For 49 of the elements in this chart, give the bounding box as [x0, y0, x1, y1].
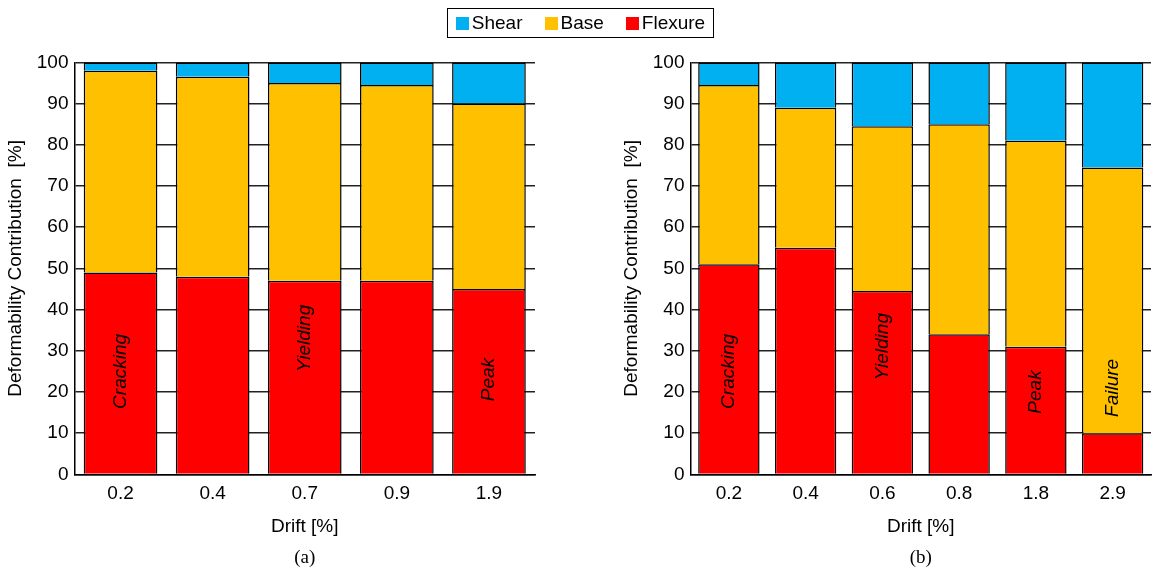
annotation: Peak	[1024, 368, 1046, 414]
x-tick-label: 0.6	[869, 482, 896, 504]
y-tick-label: 40	[47, 297, 69, 319]
y-axis-title: Deformability Contribution [%]	[3, 140, 25, 397]
x-tick-label: 0.7	[291, 482, 318, 504]
legend-label: Base	[560, 12, 604, 34]
text: (b)	[909, 545, 932, 568]
y-tick-label: 80	[663, 133, 685, 155]
y-tick-label: 80	[47, 133, 69, 155]
annotation: Failure	[1100, 358, 1122, 417]
x-tick-label: 0.4	[792, 482, 820, 504]
x-tick-label: 0.8	[945, 482, 973, 504]
x-tick-label: 1.9	[475, 482, 503, 504]
y-tick-label: 20	[47, 380, 69, 402]
y-tick-label: 10	[663, 421, 685, 443]
y-tick-label: 90	[663, 91, 685, 113]
x-tick-label: 0.2	[107, 482, 134, 504]
y-tick-label: 0	[673, 462, 685, 484]
y-axis-title: Deformability Contribution [%]	[619, 140, 641, 397]
x-tick-label: 0.2	[715, 482, 743, 504]
annotation: Cracking	[717, 333, 739, 409]
x-axis-title: Drift [%]	[270, 514, 339, 536]
y-tick-label: 30	[47, 339, 69, 361]
y-tick-label: 50	[663, 256, 685, 278]
y-tick-label: 70	[663, 174, 685, 196]
y-tick-label: 60	[47, 215, 69, 237]
annotation: Yielding	[870, 312, 892, 381]
x-axis-title: Drift [%]	[886, 514, 955, 536]
y-tick-label: 60	[663, 215, 685, 237]
legend-label: Shear	[471, 12, 523, 34]
x-tick-label: 1.8	[1022, 482, 1050, 504]
y-tick-label: 90	[47, 91, 69, 113]
annotation: Peak	[477, 356, 499, 402]
y-tick-label: 100	[36, 50, 69, 72]
y-tick-label: 0	[57, 462, 69, 484]
y-tick-label: 70	[47, 174, 69, 196]
y-tick-label: 10	[47, 421, 69, 443]
x-tick-label: 0.4	[199, 482, 227, 504]
annotation: Cracking	[108, 333, 130, 409]
text: (a)	[294, 545, 316, 568]
annotation: Yielding	[293, 304, 315, 373]
y-tick-label: 30	[663, 339, 685, 361]
y-tick-label: 20	[663, 380, 685, 402]
x-tick-label: 0.9	[383, 482, 411, 504]
legend-label: Flexure	[641, 12, 706, 34]
x-tick-label: 2.9	[1099, 482, 1126, 504]
y-tick-label: 100	[652, 50, 685, 72]
y-tick-label: 40	[663, 297, 685, 319]
y-tick-label: 50	[47, 256, 69, 278]
